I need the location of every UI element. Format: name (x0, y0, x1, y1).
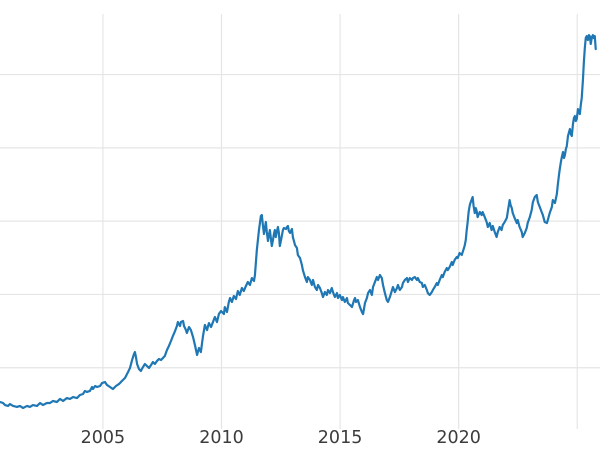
x-tick-label: 2010 (199, 428, 244, 448)
x-axis-tick-labels: 2005 2010 2015 2020 (81, 428, 481, 448)
x-tick-label: 2015 (318, 428, 363, 448)
vertical-gridlines (102, 14, 578, 429)
x-tick-label: 2020 (436, 428, 481, 448)
price-line-series (0, 33, 597, 410)
x-tick-label: 2005 (81, 428, 126, 448)
horizontal-gridlines (0, 73, 600, 369)
